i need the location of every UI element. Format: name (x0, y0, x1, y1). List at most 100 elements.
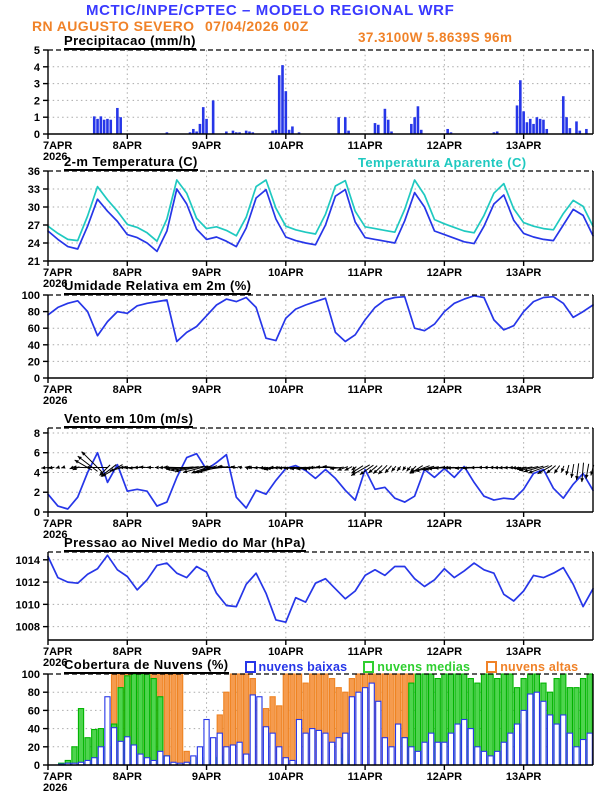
svg-text:20: 20 (28, 356, 40, 368)
legend-mid-clouds-label: nuvens medias (377, 660, 471, 674)
svg-text:80: 80 (28, 687, 40, 699)
apparent-temperature-label: Temperatura Aparente (C) (358, 155, 527, 170)
svg-text:9APR: 9APR (192, 140, 221, 152)
svg-text:30: 30 (28, 202, 40, 214)
svg-text:13APR: 13APR (506, 384, 542, 396)
svg-text:8APR: 8APR (113, 771, 142, 783)
svg-text:12APR: 12APR (427, 384, 463, 396)
svg-text:13APR: 13APR (506, 771, 542, 783)
svg-text:1: 1 (34, 112, 40, 124)
low-clouds-swatch-icon (244, 660, 256, 673)
svg-text:1008: 1008 (16, 622, 40, 634)
svg-text:100: 100 (22, 290, 40, 302)
svg-text:10APR: 10APR (268, 267, 304, 279)
svg-text:11APR: 11APR (348, 140, 383, 152)
svg-text:12APR: 12APR (427, 646, 463, 658)
svg-text:11APR: 11APR (348, 267, 383, 279)
svg-text:10APR: 10APR (268, 771, 304, 783)
svg-text:6: 6 (34, 448, 40, 460)
svg-text:0: 0 (34, 507, 40, 519)
svg-text:11APR: 11APR (348, 771, 383, 783)
legend-low-clouds-label: nuvens baixas (258, 660, 348, 674)
svg-text:2026: 2026 (43, 657, 67, 669)
svg-text:2026: 2026 (43, 529, 67, 541)
svg-text:9APR: 9APR (192, 518, 221, 530)
svg-text:12APR: 12APR (427, 140, 463, 152)
svg-text:8APR: 8APR (113, 518, 142, 530)
svg-text:7APR: 7APR (43, 140, 72, 152)
svg-text:4: 4 (34, 467, 41, 479)
svg-text:5: 5 (34, 45, 40, 57)
svg-text:12APR: 12APR (427, 771, 463, 783)
svg-text:9APR: 9APR (192, 771, 221, 783)
svg-text:10APR: 10APR (268, 140, 304, 152)
svg-text:9APR: 9APR (192, 384, 221, 396)
svg-text:80: 80 (28, 307, 40, 319)
svg-text:27: 27 (28, 220, 40, 232)
svg-text:9APR: 9APR (192, 646, 221, 658)
svg-text:7APR: 7APR (43, 384, 72, 396)
svg-text:10APR: 10APR (268, 384, 304, 396)
svg-text:4: 4 (34, 62, 41, 74)
svg-text:1014: 1014 (16, 555, 41, 567)
svg-text:0: 0 (34, 373, 40, 385)
svg-text:9APR: 9APR (192, 267, 221, 279)
precipitation-title: Precipitacao (mm/h) (64, 33, 196, 50)
svg-text:40: 40 (28, 340, 40, 352)
wind-title: Vento em 10m (m/s) (64, 411, 194, 428)
svg-text:24: 24 (28, 238, 41, 250)
pressure-title: Pressao ao Nivel Medio do Mar (hPa) (64, 535, 306, 552)
high-clouds-swatch-icon (486, 660, 498, 673)
station-name: RN AUGUSTO SEVERO (32, 18, 195, 34)
svg-text:8APR: 8APR (113, 646, 142, 658)
svg-text:13APR: 13APR (506, 140, 542, 152)
run-datetime: 07/04/2026 00Z (205, 18, 309, 34)
svg-text:13APR: 13APR (506, 646, 542, 658)
svg-text:60: 60 (28, 705, 40, 717)
svg-text:3: 3 (34, 79, 40, 91)
svg-text:2026: 2026 (43, 151, 67, 163)
svg-text:13APR: 13APR (506, 518, 542, 530)
svg-text:12APR: 12APR (427, 267, 463, 279)
svg-text:1010: 1010 (16, 599, 40, 611)
svg-text:7APR: 7APR (43, 267, 72, 279)
svg-text:7APR: 7APR (43, 646, 72, 658)
model-title: MCTIC/INPE/CPTEC – MODELO REGIONAL WRF (86, 2, 455, 19)
legend-mid-clouds: nuvens medias (363, 660, 470, 674)
svg-text:11APR: 11APR (348, 384, 383, 396)
svg-text:12APR: 12APR (427, 518, 463, 530)
svg-text:7APR: 7APR (43, 518, 72, 530)
svg-text:100: 100 (22, 669, 40, 681)
svg-text:8APR: 8APR (113, 384, 142, 396)
svg-text:33: 33 (28, 184, 40, 196)
svg-text:0: 0 (34, 760, 40, 772)
svg-text:2026: 2026 (43, 395, 67, 407)
mid-clouds-swatch-icon (363, 660, 375, 673)
svg-text:21: 21 (28, 256, 40, 268)
svg-text:60: 60 (28, 323, 40, 335)
svg-text:7APR: 7APR (43, 771, 72, 783)
svg-text:11APR: 11APR (348, 518, 383, 530)
station-coordinates: 37.3100W 5.8639S 96m (358, 30, 513, 45)
svg-text:8APR: 8APR (113, 140, 142, 152)
svg-text:2: 2 (34, 95, 40, 107)
svg-text:13APR: 13APR (506, 267, 542, 279)
svg-text:11APR: 11APR (348, 646, 383, 658)
legend-low-clouds: nuvens baixas (244, 660, 348, 674)
svg-text:20: 20 (28, 742, 40, 754)
svg-text:0: 0 (34, 129, 40, 141)
svg-text:2026: 2026 (43, 278, 67, 290)
svg-text:2: 2 (34, 487, 40, 499)
clouds-title: Cobertura de Nuvens (%) (64, 657, 229, 674)
clouds-header-row: Cobertura de Nuvens (%) nuvens baixas nu… (64, 657, 578, 674)
humidity-title: Umidade Relativa em 2m (%) (64, 278, 252, 295)
svg-text:40: 40 (28, 724, 40, 736)
svg-text:10APR: 10APR (268, 646, 304, 658)
legend-high-clouds-label: nuvens altas (500, 660, 579, 674)
svg-text:8APR: 8APR (113, 267, 142, 279)
svg-text:10APR: 10APR (268, 518, 304, 530)
svg-text:2026: 2026 (43, 782, 67, 792)
svg-text:36: 36 (28, 166, 40, 178)
